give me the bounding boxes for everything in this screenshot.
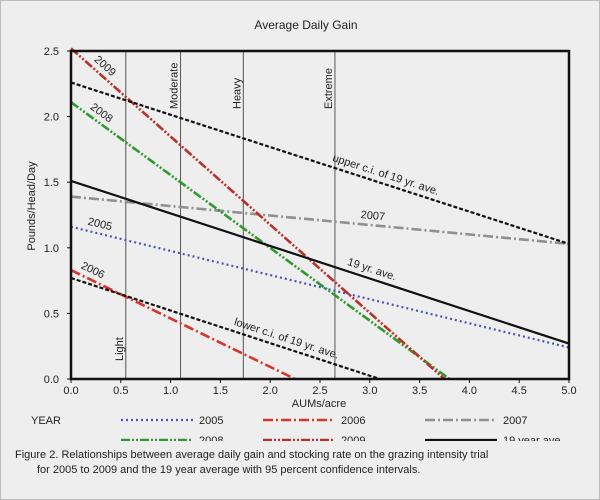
x-tick-label: 4.0	[462, 385, 477, 397]
ref-label-moderate: Moderate	[169, 63, 181, 109]
legend-label-2009: 2009	[341, 435, 365, 441]
y-tick-label: 2.0	[44, 112, 59, 124]
caption-line-2: for 2005 to 2009 and the 19 year average…	[37, 464, 421, 476]
y-tick-label: 2.5	[44, 46, 59, 58]
x-tick-label: 0.0	[63, 385, 78, 397]
x-axis-title: AUMs/acre	[292, 398, 346, 410]
legend-label-19-year-ave: 19 year ave.	[503, 435, 564, 441]
series-label-2005: 2005	[87, 216, 114, 233]
series-line-lower-c-i-of-19-yr-ave	[70, 276, 381, 381]
x-tick-label: 1.0	[163, 385, 178, 397]
ref-label-extreme: Extreme	[323, 68, 335, 109]
y-tick-label: 1.0	[44, 243, 59, 255]
y-tick-label: 0.5	[44, 308, 59, 320]
series-label-lower-c-i-of-19-yr-ave: lower c.i. of 19 yr. ave.	[233, 316, 341, 361]
legend-label-2008: 2008	[199, 435, 223, 441]
series-label-2009: 2009	[92, 54, 118, 79]
caption-line-1: Figure 2. Relationships between average …	[15, 449, 489, 461]
series-line-upper-c-i-of-19-yr-ave	[70, 81, 570, 245]
series-line-2006	[70, 268, 296, 381]
series-line-19-year-ave	[70, 179, 570, 345]
x-tick-label: 2.0	[263, 385, 278, 397]
ref-label-heavy: Heavy	[231, 77, 243, 109]
chart: Average Daily Gain Light Moderate Heavy Ext…	[26, 18, 577, 441]
series-line-2008	[70, 101, 451, 381]
y-tick-label: 1.5	[44, 177, 59, 189]
series-line-2005	[70, 225, 570, 349]
chart-title: Average Daily Gain	[254, 18, 357, 32]
x-tick-label: 3.5	[412, 385, 427, 397]
x-tick-label: 3.0	[362, 385, 377, 397]
x-tick-label: 1.5	[213, 385, 228, 397]
figure-caption: Figure 2. Relationships between average …	[15, 448, 585, 478]
y-axis-title: Pounds/Head/Day	[26, 161, 38, 251]
legend-title: YEAR	[31, 415, 61, 427]
x-tick-label: 4.5	[512, 385, 527, 397]
series-label-2007: 2007	[360, 209, 386, 223]
series-label-upper-c-i-of-19-yr-ave: upper c.i. of 19 yr. ave.	[331, 152, 441, 198]
x-tick-label: 0.5	[113, 385, 128, 397]
legend-label-2006: 2006	[341, 415, 365, 427]
x-tick-label: 5.0	[561, 385, 576, 397]
legend-label-2005: 2005	[199, 415, 223, 427]
series-label-2006: 2006	[79, 260, 106, 281]
y-tick-label: 0.0	[44, 374, 59, 386]
series-label-2008: 2008	[88, 101, 115, 125]
ref-label-light: Light	[114, 337, 126, 361]
legend-label-2007: 2007	[503, 415, 527, 427]
x-tick-label: 2.5	[312, 385, 327, 397]
series-line-2009	[70, 47, 446, 380]
series-line-2007	[70, 195, 570, 246]
